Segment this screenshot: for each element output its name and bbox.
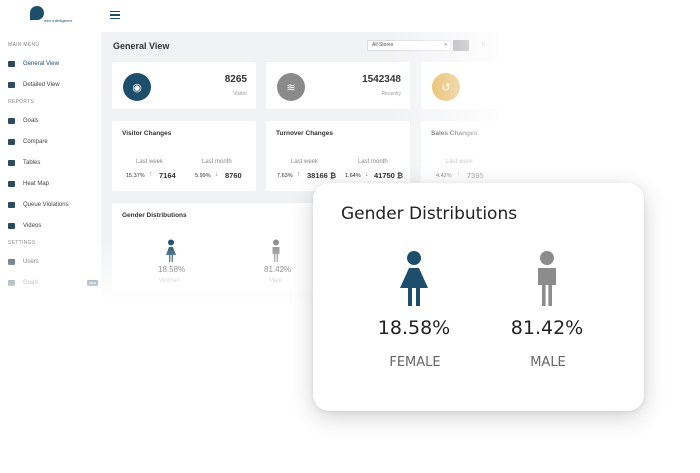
card-title: Gender Distributions (122, 212, 187, 219)
sidebar-item-detailed-view[interactable]: Detailed View (8, 79, 98, 91)
last-month-value: 8760 (225, 171, 242, 180)
visitor-changes-card: Visitor Changes Last week Last month 15.… (112, 121, 256, 191)
sidebar-section-main-menu: MAIN MENU (8, 42, 40, 48)
card-title: Visitor Changes (122, 130, 172, 137)
card-title: Sales Changes (431, 130, 478, 137)
eye-icon: ◉ (123, 73, 151, 101)
male-icon (272, 239, 280, 262)
stat-label: Visitor (233, 91, 247, 97)
logo-text: iseo intelligence (44, 18, 73, 23)
heatmap-icon (8, 181, 15, 187)
users-icon (8, 259, 15, 265)
arrow-up-icon: ↑ (149, 171, 153, 178)
stat-card-recently: ≋ 1542348 Recently (266, 62, 410, 109)
store-select[interactable]: All Stores (367, 40, 451, 51)
map-icon (8, 82, 15, 88)
sidebar-item-tables[interactable]: Tables (8, 157, 98, 169)
sidebar-item-general-view[interactable]: General View (8, 58, 98, 70)
female-icon (400, 251, 428, 306)
top-bar: iseo intelligence (0, 0, 500, 32)
male-icon (538, 251, 556, 306)
sidebar-item-queue-violations[interactable]: Queue Violations (8, 199, 98, 211)
sidebar-item-label: Detailed View (23, 82, 60, 88)
last-week-percent: 4.42% (436, 173, 452, 179)
stat-card-third: ↺ (421, 62, 500, 109)
compare-icon (8, 139, 15, 145)
sidebar-item-goals[interactable]: Goals (8, 115, 98, 127)
arrow-up-icon: ↑ (297, 171, 301, 178)
female-label: FEMALE (389, 355, 441, 370)
last-week-label: Last week (291, 159, 319, 165)
arrow-down-icon: ↓ (365, 171, 369, 178)
last-month-percent: 1.64% (345, 173, 361, 179)
stat-value: 1542348 (362, 74, 401, 85)
sidebar-item-label: Heat Map (23, 181, 50, 187)
date-range-text: 8 ‹ (482, 42, 488, 48)
sidebar-item-heat-map[interactable]: Heat Map (8, 178, 98, 190)
last-month-label: Last month (358, 159, 388, 165)
male-label: Male (269, 278, 283, 284)
sidebar-item-label: Tables (23, 160, 41, 166)
female-percent: 18.58% (377, 317, 451, 339)
sidebar-item-users[interactable]: Users (8, 256, 98, 268)
sidebar: MAIN MENU General View Detailed View REP… (0, 32, 101, 300)
last-week-percent: 15.37% (126, 173, 145, 179)
last-month-value: 41750 ₿ (374, 171, 404, 180)
last-week-label: Last week (136, 159, 164, 165)
sidebar-section-reports: REPORTS (8, 99, 35, 105)
video-icon (8, 223, 15, 229)
card-title: Turnover Changes (276, 130, 333, 137)
stat-value: 8265 (224, 74, 247, 85)
sales-changes-card: Sales Changes Last week 4.42% ↑ 7395 (421, 121, 500, 191)
last-month-label: Last month (202, 159, 232, 165)
sidebar-item-label: Goals (23, 280, 39, 286)
monitor-icon (8, 61, 15, 67)
refresh-icon: ↺ (432, 73, 460, 101)
turnover-changes-card: Turnover Changes Last week Last month 7.… (266, 121, 410, 191)
stat-label: Recently (381, 91, 401, 97)
sidebar-item-label: Users (23, 259, 39, 265)
last-week-value: 7395 (467, 171, 484, 180)
queue-icon (8, 202, 15, 208)
last-week-value: 38166 ₿ (307, 171, 337, 180)
sidebar-item-label: Compare (23, 139, 48, 145)
page-title: General View (113, 41, 170, 51)
sidebar-item-compare[interactable]: Compare (8, 136, 98, 148)
sidebar-item-label: Queue Violations (23, 202, 69, 208)
logo-icon[interactable] (30, 6, 44, 20)
sidebar-section-settings: SETTINGS (8, 240, 36, 246)
female-label: Woman (159, 278, 180, 284)
male-label: MALE (530, 355, 566, 370)
last-week-value: 7164 (159, 171, 176, 180)
last-week-label: Last week (446, 159, 474, 165)
stat-card-visitor: ◉ 8265 Visitor (112, 62, 256, 109)
sidebar-item-label: Goals (23, 118, 39, 124)
wifi-icon: ≋ (277, 73, 305, 101)
last-month-percent: 5.99% (195, 173, 211, 179)
new-badge: New (86, 280, 98, 286)
male-percent: 81.42% (264, 265, 292, 274)
goals-icon (8, 118, 15, 124)
male-percent: 81.42% (510, 317, 584, 339)
sidebar-item-videos[interactable]: Videos (8, 220, 98, 232)
female-icon (166, 239, 176, 262)
popup-title: Gender Distributions (341, 204, 518, 224)
sidebar-item-label: General View (23, 61, 59, 67)
arrow-up-icon: ↑ (457, 171, 461, 178)
table-icon (8, 160, 15, 166)
menu-toggle-icon[interactable] (110, 11, 120, 19)
goals-icon (8, 280, 15, 286)
sidebar-item-label: Videos (23, 223, 42, 229)
calendar-button[interactable] (453, 40, 469, 51)
gender-distribution-popup: Gender Distributions 18.58% FEMALE 81.42… (313, 183, 644, 411)
arrow-down-icon: ↓ (215, 171, 219, 178)
female-percent: 18.58% (158, 265, 186, 274)
last-week-percent: 7.63% (277, 173, 293, 179)
sidebar-item-goals-settings[interactable]: Goals New (8, 277, 98, 289)
